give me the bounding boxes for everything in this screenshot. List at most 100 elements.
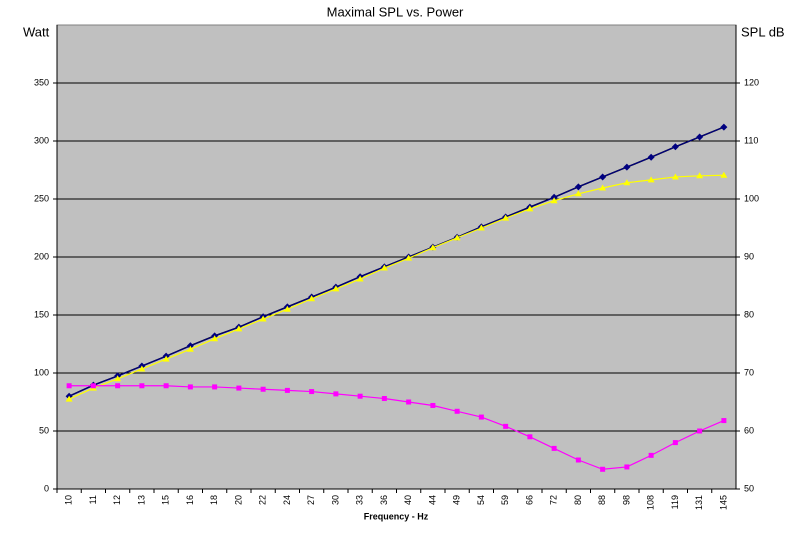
y-tick-label: 300 [34,135,49,145]
triangle-marker [211,335,219,342]
x-tick-label: 119 [670,495,680,509]
y2-tick-label: 50 [744,483,754,493]
triangle-marker [550,197,558,204]
x-tick-label: 88 [597,495,607,505]
x-tick-label: 11 [88,495,98,504]
x-tick-label: 22 [258,495,268,505]
y2-tick-label: 110 [744,135,758,145]
triangle-marker [477,224,485,231]
y-tick-label: 50 [39,425,49,435]
x-tick-label: 15 [161,495,171,505]
y-tick-label: 150 [34,309,49,319]
x-tick-label: 72 [549,495,559,505]
square-marker [163,383,169,389]
x-tick-label: 98 [621,495,631,505]
diamond-marker [671,143,679,151]
triangle-marker [623,179,631,186]
triangle-marker [429,244,437,251]
triangle-marker [453,234,461,241]
square-marker [551,445,557,451]
x-tick-label: 24 [282,495,292,505]
y2-tick-label: 80 [744,309,754,319]
square-marker [697,428,703,434]
x-tick-label: 44 [427,495,437,505]
diamond-marker [647,153,655,161]
triangle-marker [332,285,340,292]
triangle-marker [720,171,728,178]
y-tick-label: 250 [34,193,49,203]
chart-title: Maximal SPL vs. Power [327,4,464,19]
triangle-marker [186,345,194,352]
square-marker [187,384,193,390]
square-marker [624,464,630,470]
square-marker [527,434,533,440]
triangle-marker [526,205,534,212]
triangle-marker [502,214,510,221]
triangle-marker [599,184,607,191]
triangle-marker [114,375,122,382]
x-axis-title: Frequency - Hz [364,511,429,521]
x-tick-label: 131 [694,495,704,510]
square-marker [430,402,436,408]
y2-tick-label: 100 [744,193,759,203]
x-tick-label: 33 [355,495,365,505]
series-line [68,126,725,397]
y-tick-label: 0 [44,483,49,493]
x-tick-label: 59 [500,495,510,505]
square-marker [357,393,363,399]
triangle-marker [259,315,267,322]
triangle-marker [671,173,679,180]
triangle-marker [65,395,73,402]
square-marker [721,418,727,424]
square-marker [212,384,218,390]
y2-tick-label: 90 [744,251,754,261]
triangle-marker [356,275,364,282]
square-marker [381,396,387,402]
x-tick-label: 108 [646,495,656,510]
square-marker [672,440,678,446]
diamond-marker [720,123,728,131]
y-axis-title: Watt [23,24,50,39]
square-marker [503,423,509,429]
square-marker [333,391,339,397]
square-marker [648,452,654,458]
triangle-marker [283,305,291,312]
triangle-marker [308,295,316,302]
square-marker [478,414,484,420]
x-tick-label: 49 [452,495,462,505]
y2-tick-label: 60 [744,425,754,435]
triangle-marker [696,172,704,179]
square-marker [66,383,72,389]
x-tick-label: 40 [403,495,413,505]
x-tick-label: 12 [112,495,122,505]
triangle-marker [162,355,170,362]
series-line [68,174,724,400]
x-tick-label: 10 [64,495,74,505]
y-tick-label: 350 [34,77,49,87]
x-tick-label: 30 [330,495,340,505]
y2-tick-label: 120 [744,77,759,87]
square-marker [139,383,145,389]
diamond-marker [696,133,704,141]
square-marker [600,466,606,472]
x-tick-label: 20 [233,495,243,505]
diamond-marker [599,173,607,181]
x-tick-label: 54 [476,495,486,505]
x-tick-label: 36 [379,495,389,505]
triangle-marker [647,176,655,183]
triangle-marker [138,365,146,372]
triangle-marker [574,190,582,197]
square-marker [575,457,581,463]
x-tick-label: 16 [185,495,195,505]
square-marker [454,408,460,414]
series-line [69,385,725,470]
y-tick-label: 200 [34,251,49,261]
square-marker [90,383,96,389]
square-marker [406,399,412,405]
square-marker [115,383,121,389]
triangle-marker [235,325,243,332]
diamond-marker [623,163,631,171]
x-tick-label: 145 [718,495,728,510]
square-marker [284,387,290,393]
